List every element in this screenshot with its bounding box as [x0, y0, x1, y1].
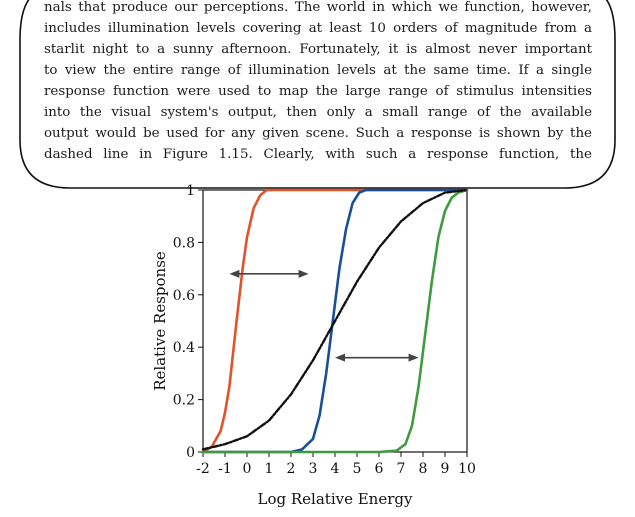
series-line-0 [201, 188, 469, 454]
arrowhead-left [229, 269, 240, 278]
x-tick-label: 2 [287, 461, 296, 477]
x-tick-label: 8 [419, 461, 428, 477]
text-line: includes illumination levels covering at… [44, 21, 592, 36]
x-tick-label: 3 [309, 461, 318, 477]
series-line-3 [201, 188, 469, 451]
x-tick-label: -2 [196, 461, 210, 477]
arrowhead-right [408, 353, 419, 362]
y-tick-label: 0 [186, 445, 195, 461]
text-line: starlit night to a sunny afternoon. Fort… [44, 42, 592, 57]
y-axis-label: Relative Response [151, 251, 169, 391]
text-line: response function were used to map the l… [44, 84, 592, 99]
x-tick-label: 5 [353, 461, 362, 477]
body-text: nals that produce our perceptions. The w… [44, 0, 592, 165]
x-tick-label: 7 [397, 461, 406, 477]
x-tick-label: 10 [458, 461, 476, 477]
y-tick-label: 0.4 [173, 340, 195, 356]
x-tick-label: -1 [218, 461, 232, 477]
x-tick-label: 6 [375, 461, 384, 477]
series-line-1 [201, 188, 469, 454]
x-tick-label: 9 [441, 461, 450, 477]
text-line: to view the entire range of illumination… [44, 63, 592, 78]
x-axis-label: Log Relative Energy [258, 490, 413, 508]
x-tick-label: 0 [243, 461, 252, 477]
x-tick-label: 1 [265, 461, 274, 477]
y-tick-label: 0.2 [173, 393, 195, 409]
arrowhead-right [298, 269, 309, 278]
arrowhead-left [335, 353, 345, 362]
text-callout: nals that produce our perceptions. The w… [0, 0, 635, 190]
callout-border [19, 0, 616, 189]
x-tick-label: 4 [331, 461, 340, 477]
y-tick-label: 1 [186, 183, 195, 199]
text-line: nals that produce our perceptions. The w… [44, 0, 592, 15]
y-tick-label: 0.6 [173, 288, 195, 304]
text-line: dashed line in Figure 1.15. Clearly, wit… [44, 147, 592, 162]
y-tick-label: 0.8 [173, 235, 195, 251]
series-line-2 [201, 188, 469, 454]
text-line: output would be used for any given scene… [44, 126, 592, 141]
response-chart: 0 0.2 0.4 0.6 0.8 1 -2 -1 0 1 2 3 4 5 6 7 8 9 10 Log Relati… [140, 178, 500, 517]
text-line: into the visual system's output, then on… [44, 105, 592, 120]
